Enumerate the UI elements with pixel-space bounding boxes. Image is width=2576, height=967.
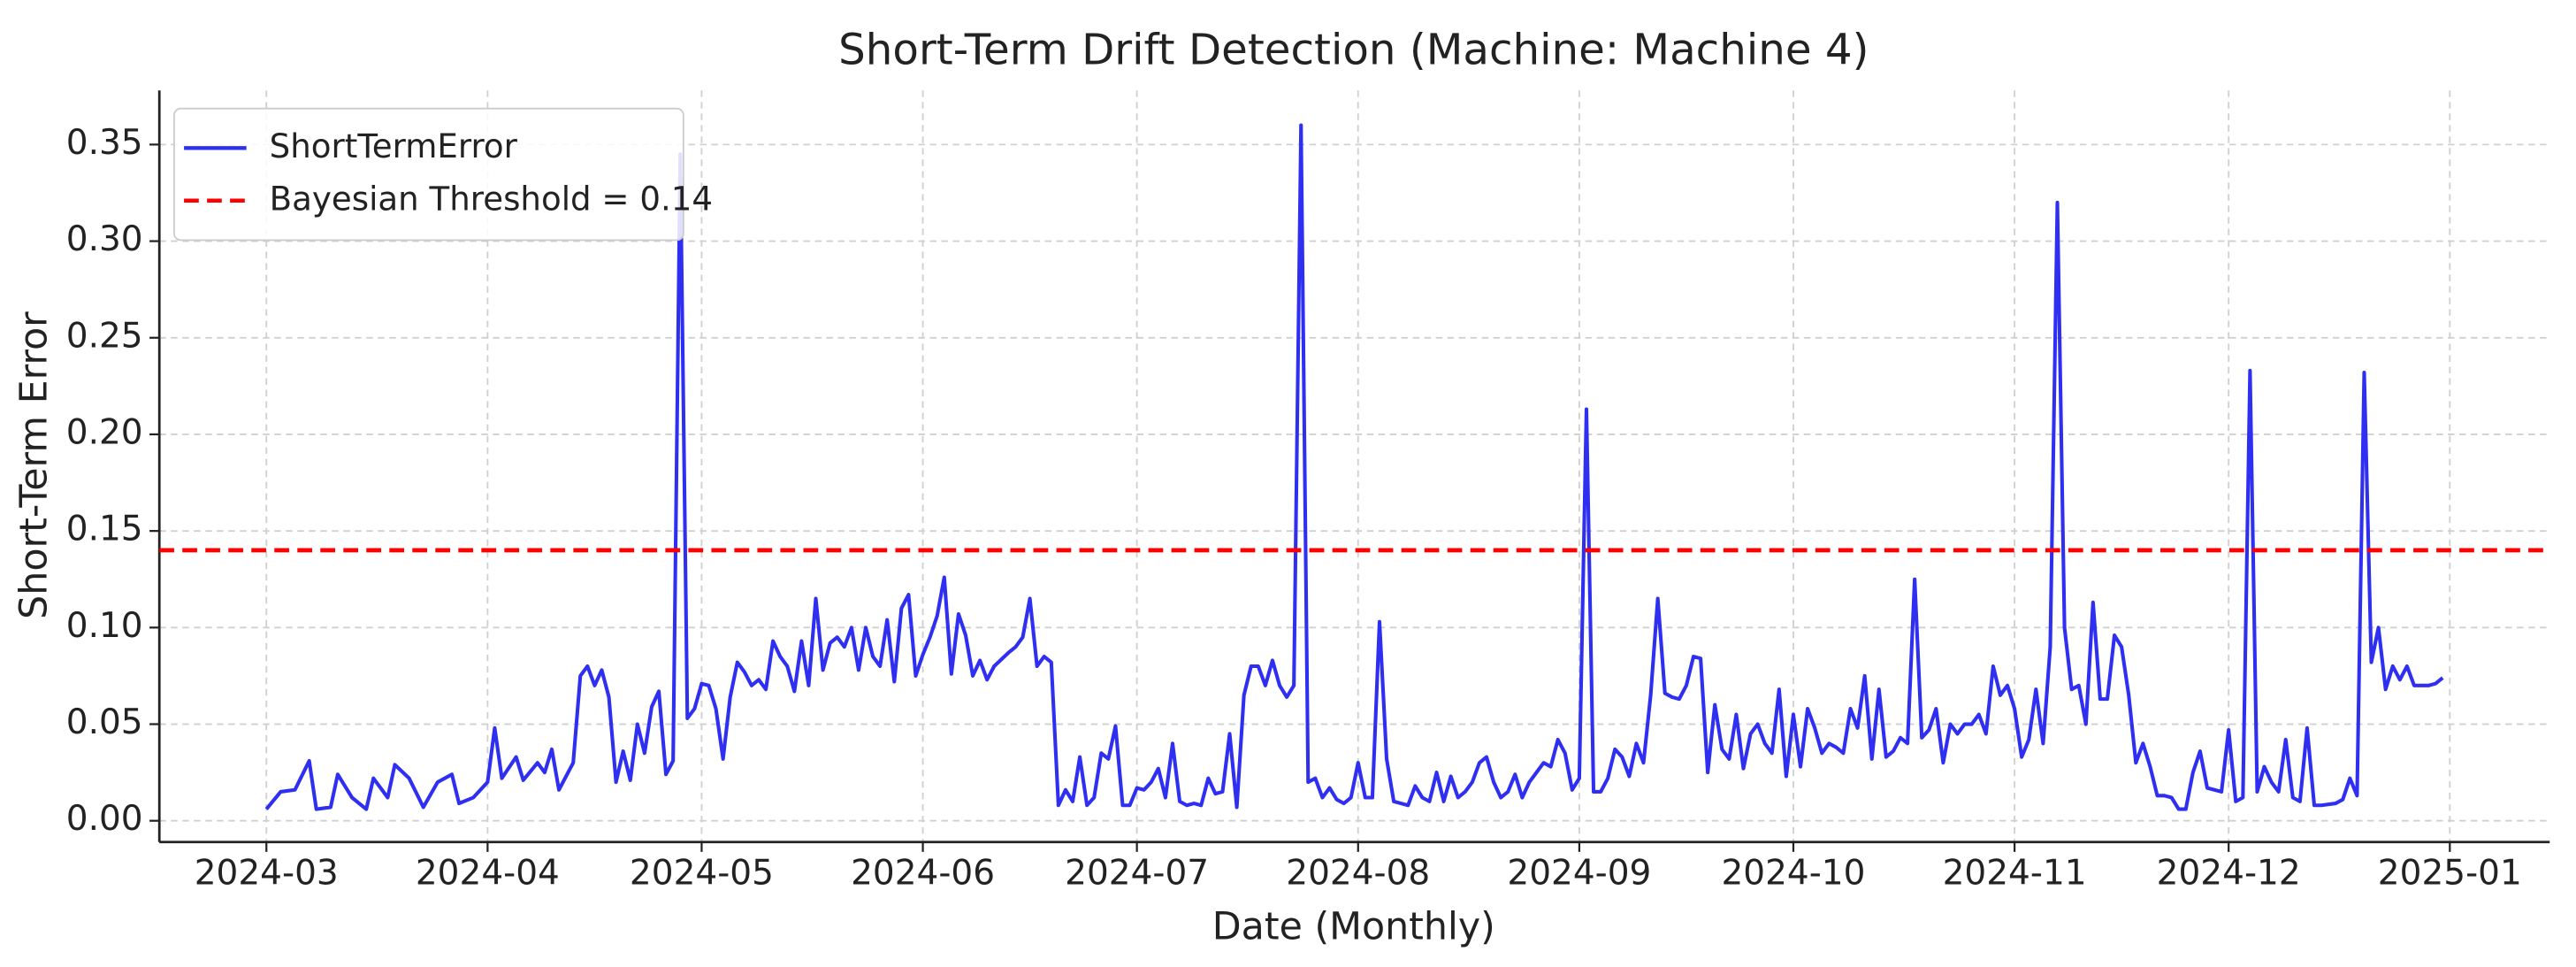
y-tick-label: 0.15 <box>66 510 143 549</box>
y-tick-label: 0.30 <box>66 219 143 259</box>
data-line <box>264 123 2444 811</box>
x-tick-label: 2024-11 <box>1943 853 2087 893</box>
y-axis-label: Short-Term Error <box>11 311 56 619</box>
y-tick-label: 0.25 <box>66 316 143 356</box>
x-tick-label: 2024-09 <box>1507 853 1651 893</box>
legend-box <box>172 107 684 242</box>
x-tick-label: 2024-10 <box>1721 853 1865 893</box>
x-tick-label: 2024-12 <box>2157 853 2301 893</box>
legend-label: Bayesian Threshold = 0.14 <box>270 180 713 218</box>
chart-title: Short-Term Drift Detection (Machine: Mac… <box>838 25 1869 74</box>
y-tick-label: 0.05 <box>66 702 143 742</box>
x-tick-label: 2024-07 <box>1065 853 1209 893</box>
x-axis-label: Date (Monthly) <box>1212 905 1495 949</box>
y-tick-label: 0.10 <box>66 606 143 646</box>
y-tick-label: 0.20 <box>66 412 143 452</box>
x-tick-label: 2024-06 <box>851 853 995 893</box>
x-tick-label: 2024-05 <box>630 853 774 893</box>
y-tick-label: 0.00 <box>66 799 143 839</box>
legend-label: ShortTermError <box>270 127 518 165</box>
x-tick-label: 2024-08 <box>1286 853 1430 893</box>
x-tick-label: 2025-01 <box>2378 853 2522 893</box>
x-tick-label: 2024-04 <box>416 853 560 893</box>
y-tick-label: 0.35 <box>66 123 143 163</box>
x-tick-label: 2024-03 <box>195 853 339 893</box>
